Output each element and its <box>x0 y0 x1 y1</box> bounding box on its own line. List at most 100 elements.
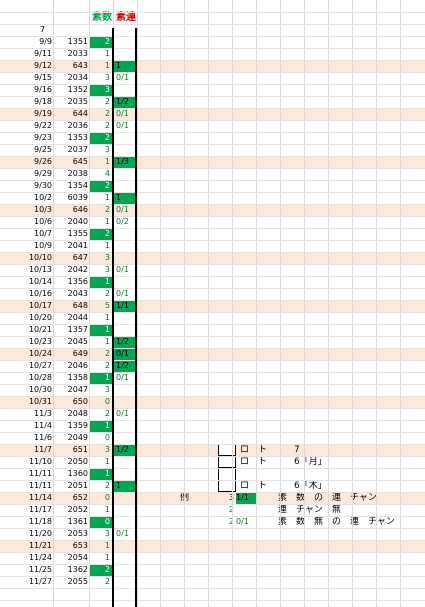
table-row[interactable]: 9/18 2035 2 1/2 <box>0 96 425 108</box>
table-row[interactable]: 9/12 643 1 1 <box>0 60 425 72</box>
cell-consecutive[interactable]: 1 <box>114 480 136 492</box>
cell-consecutive[interactable] <box>114 324 136 336</box>
cell-draw-number[interactable]: 1357 <box>67 325 88 334</box>
cell-consecutive[interactable] <box>114 144 136 156</box>
cell-draw-number[interactable]: 643 <box>72 61 88 70</box>
cell-draw-number[interactable]: 2042 <box>67 265 88 274</box>
table-row[interactable]: 9/9 1351 2 <box>0 36 425 48</box>
cell-consecutive[interactable]: 0/1 <box>116 265 129 274</box>
cell-consecutive[interactable] <box>114 384 136 396</box>
cell-prime-count[interactable]: 1 <box>104 157 110 166</box>
cell-prime-count[interactable]: 3 <box>104 253 110 262</box>
cell-date[interactable]: 9/23 <box>34 133 52 142</box>
cell-date[interactable]: 11/20 <box>28 529 52 538</box>
table-row[interactable]: 11/7 651 3 1/2 <box>0 444 425 456</box>
cell-consecutive[interactable] <box>114 504 136 516</box>
table-row[interactable]: 10/3 646 2 0/1 <box>0 204 425 216</box>
cell-draw-number[interactable]: 2041 <box>67 241 88 250</box>
cell-date[interactable]: 10/3 <box>34 205 52 214</box>
cell-date[interactable]: 9/12 <box>34 61 52 70</box>
table-row[interactable]: 10/6 2040 1 0/2 <box>0 216 425 228</box>
cell-consecutive[interactable] <box>114 564 136 576</box>
table-row[interactable]: 10/28 1358 1 0/1 <box>0 372 425 384</box>
table-row[interactable]: 9/25 2037 3 <box>0 144 425 156</box>
cell-prime-count[interactable]: 1 <box>90 276 112 288</box>
table-row[interactable]: 9/16 1352 3 <box>0 84 425 96</box>
table-row[interactable]: 11/21 653 1 <box>0 540 425 552</box>
cell-consecutive[interactable]: 1 <box>114 60 136 72</box>
cell-prime-count[interactable]: 3 <box>104 145 110 154</box>
table-row[interactable]: 11/11 2051 2 1 <box>0 480 425 492</box>
cell-consecutive[interactable] <box>114 516 136 528</box>
cell-consecutive[interactable] <box>114 468 136 480</box>
table-row[interactable]: 11/10 2050 1 <box>0 456 425 468</box>
cell-consecutive[interactable] <box>114 228 136 240</box>
cell-date[interactable]: 11/27 <box>28 577 52 586</box>
cell-consecutive[interactable]: 0/2 <box>116 217 129 226</box>
cell-prime-count[interactable]: 2 <box>90 228 112 240</box>
cell-draw-number[interactable]: 2035 <box>67 97 88 106</box>
cell-date[interactable]: 9/30 <box>34 181 52 190</box>
cell-draw-number[interactable]: 2055 <box>67 577 88 586</box>
table-row[interactable]: 9/22 2036 2 0/1 <box>0 120 425 132</box>
table-row[interactable]: 11/24 2054 1 <box>0 552 425 564</box>
cell-date[interactable]: 10/10 <box>28 253 52 262</box>
table-row[interactable]: 10/20 2044 1 <box>0 312 425 324</box>
cell-draw-number[interactable]: 1359 <box>67 421 88 430</box>
table-row[interactable]: 10/24 649 2 0/1 <box>0 348 425 360</box>
cell-consecutive[interactable]: 0/1 <box>116 373 129 382</box>
table-row[interactable]: 9/29 2038 4 <box>0 168 425 180</box>
cell-consecutive[interactable]: 0/1 <box>116 73 129 82</box>
cell-draw-number[interactable]: 653 <box>72 541 88 550</box>
table-row[interactable]: 10/10 647 3 <box>0 252 425 264</box>
cell-prime-count[interactable]: 4 <box>104 169 110 178</box>
cell-consecutive[interactable]: 1/1 <box>114 300 136 312</box>
cell-date[interactable]: 11/17 <box>28 505 52 514</box>
cell-date[interactable]: 9/18 <box>34 97 52 106</box>
cell-consecutive[interactable]: 1/2 <box>114 336 136 348</box>
cell-prime-count[interactable]: 1 <box>104 313 110 322</box>
cell-draw-number[interactable]: 649 <box>72 349 88 358</box>
cell-prime-count[interactable]: 1 <box>90 372 112 384</box>
cell-draw-number[interactable]: 2053 <box>67 529 88 538</box>
cell-date[interactable]: 10/31 <box>28 397 52 406</box>
table-row[interactable]: 10/21 1357 1 <box>0 324 425 336</box>
cell-draw-number[interactable]: 1355 <box>67 229 88 238</box>
cell-date[interactable]: 11/7 <box>34 445 52 454</box>
table-row[interactable]: 10/13 2042 3 0/1 <box>0 264 425 276</box>
cell-prime-count[interactable]: 2 <box>104 289 110 298</box>
cell-prime-count[interactable]: 2 <box>90 564 112 576</box>
cell-consecutive[interactable]: 0/1 <box>116 109 129 118</box>
cell-date[interactable]: 10/24 <box>28 349 52 358</box>
cell-date[interactable]: 9/11 <box>34 49 52 58</box>
cell-draw-number[interactable]: 1356 <box>67 277 88 286</box>
cell-date[interactable]: 10/2 <box>34 193 52 202</box>
cell-date[interactable]: 11/6 <box>34 433 52 442</box>
cell-consecutive[interactable]: 0/1 <box>116 529 129 538</box>
table-row[interactable]: 11/17 2052 1 <box>0 504 425 516</box>
cell-draw-number[interactable]: 1360 <box>67 469 88 478</box>
table-row[interactable]: 11/3 2048 2 0/1 <box>0 408 425 420</box>
table-row[interactable]: 11/14 652 0 <box>0 492 425 504</box>
cell-prime-count[interactable]: 0 <box>104 493 110 502</box>
cell-date[interactable]: 10/17 <box>28 301 52 310</box>
cell-date[interactable]: 11/11 <box>28 469 52 478</box>
table-row[interactable]: 10/2 6039 1 1 <box>0 192 425 204</box>
cell-draw-number[interactable]: 2033 <box>67 49 88 58</box>
table-row[interactable]: 11/6 2049 0 <box>0 432 425 444</box>
table-row[interactable]: 11/20 2053 3 0/1 <box>0 528 425 540</box>
cell-draw-number[interactable]: 2038 <box>67 169 88 178</box>
cell-prime-count[interactable]: 2 <box>104 109 110 118</box>
cell-prime-count[interactable]: 2 <box>90 36 112 48</box>
table-row[interactable]: 10/27 2046 2 1/2 <box>0 360 425 372</box>
table-row[interactable]: 9/23 1353 2 <box>0 132 425 144</box>
table-row[interactable]: 11/11 1360 1 <box>0 468 425 480</box>
table-row[interactable]: 9/19 644 2 0/1 <box>0 108 425 120</box>
cell-draw-number[interactable]: 2051 <box>67 481 88 490</box>
cell-draw-number[interactable]: 1362 <box>67 565 88 574</box>
cell-consecutive[interactable] <box>114 48 136 60</box>
cell-draw-number[interactable]: 644 <box>72 109 88 118</box>
cell-date[interactable]: 10/9 <box>34 241 52 250</box>
cell-date[interactable]: 10/23 <box>28 337 52 346</box>
